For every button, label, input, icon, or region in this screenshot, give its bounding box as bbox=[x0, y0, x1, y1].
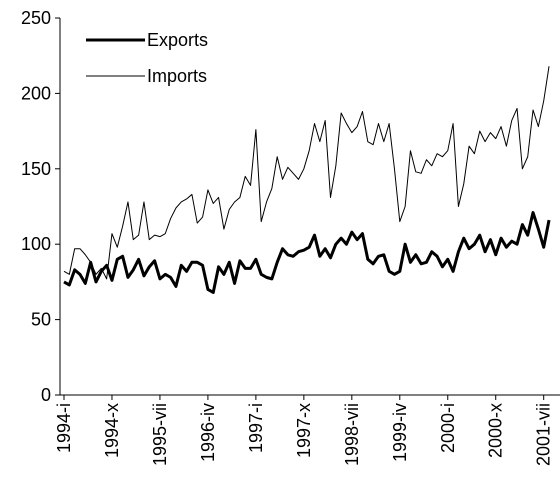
y-tick-label: 100 bbox=[21, 234, 51, 254]
y-tick-label: 50 bbox=[31, 310, 51, 330]
series-line bbox=[63, 211, 551, 294]
legend-label: Imports bbox=[147, 66, 207, 86]
x-tick-label: 1994-i bbox=[54, 403, 74, 453]
y-tick-label: 0 bbox=[41, 385, 51, 405]
x-tick-label: 1997-x bbox=[294, 403, 314, 458]
x-tick-label: 2000-i bbox=[438, 403, 458, 453]
x-tick-label: 1998-vii bbox=[342, 403, 362, 466]
y-tick-label: 150 bbox=[21, 159, 51, 179]
x-tick-label: 1994-x bbox=[102, 403, 122, 458]
x-tick-label: 2001-vii bbox=[534, 403, 554, 466]
series-line bbox=[63, 66, 550, 280]
x-tick-label: 1995-vii bbox=[150, 403, 170, 466]
y-tick-label: 250 bbox=[21, 8, 51, 28]
x-tick-label: 1999-iv bbox=[390, 403, 410, 462]
x-tick-label: 2000-x bbox=[486, 403, 506, 458]
x-tick-label: 1996-iv bbox=[198, 403, 218, 462]
x-tick-label: 1997-i bbox=[246, 403, 266, 453]
y-tick-label: 200 bbox=[21, 83, 51, 103]
legend-label: Exports bbox=[147, 30, 208, 50]
